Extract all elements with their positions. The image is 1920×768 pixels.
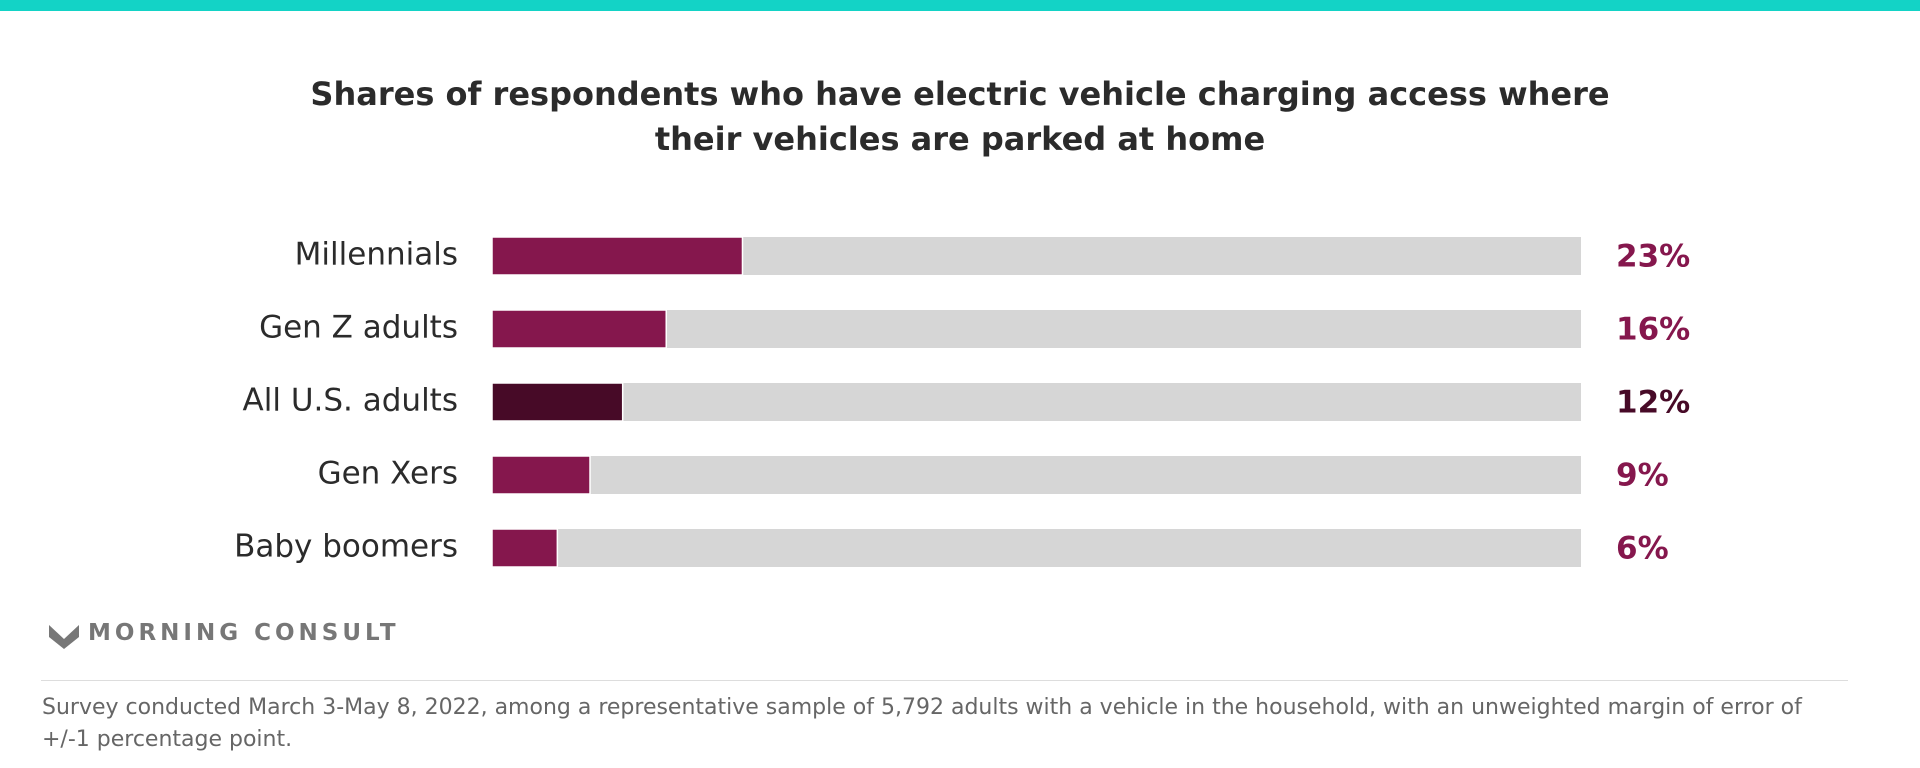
value-label: 6%	[1616, 531, 1669, 567]
bar-track	[492, 383, 1581, 421]
value-label: 23%	[1616, 239, 1690, 275]
bar	[491, 528, 559, 568]
category-label: Millennials	[295, 237, 458, 273]
bar-track	[492, 310, 1581, 348]
divider	[41, 680, 1848, 681]
brand-logo	[49, 625, 79, 649]
brand-name: MORNING CONSULT	[88, 620, 400, 646]
top-stripe	[0, 0, 1920, 11]
category-label: All U.S. adults	[243, 383, 458, 419]
value-label: 16%	[1616, 312, 1690, 348]
bar	[491, 309, 667, 349]
bar	[491, 382, 624, 422]
bar-track	[492, 529, 1581, 567]
chart-title: Shares of respondents who have electric …	[310, 75, 1610, 158]
bar	[491, 236, 744, 276]
value-label: 9%	[1616, 458, 1669, 494]
category-label: Gen Z adults	[259, 310, 458, 346]
category-label: Gen Xers	[318, 456, 458, 492]
bar-track	[492, 456, 1581, 494]
value-label: 12%	[1616, 385, 1690, 421]
footnote: Survey conducted March 3-May 8, 2022, am…	[42, 695, 1802, 752]
bar	[491, 455, 591, 495]
category-label: Baby boomers	[234, 529, 458, 565]
chart: Millennials 23% Gen Z adults 16% All U.S. ad…	[234, 236, 1690, 568]
